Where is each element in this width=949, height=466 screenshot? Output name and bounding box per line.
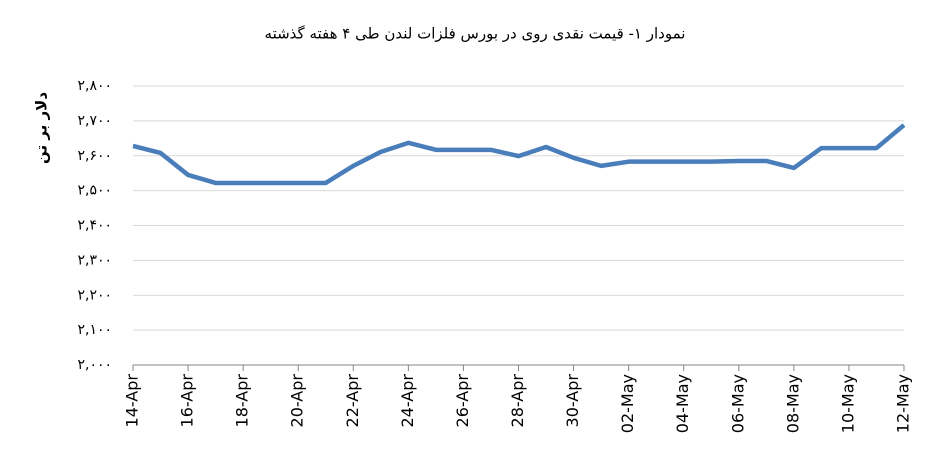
x-tick-label: 22-Apr (343, 374, 362, 428)
y-tick-label: ۲,۵۰۰ (77, 183, 112, 199)
x-tick-label: 08-May (783, 374, 802, 433)
x-tick-label: 16-Apr (178, 374, 197, 428)
x-tick-label: 28-Apr (508, 374, 527, 428)
x-tick-label: 14-Apr (123, 374, 142, 428)
x-tick-label: 04-May (673, 374, 692, 433)
x-tick-label: 02-May (618, 374, 637, 433)
x-tick-label: 24-Apr (398, 374, 417, 428)
chart-title: نمودار ۱- قیمت نقدی روی در بورس فلزات لن… (265, 25, 686, 43)
y-tick-label: ۲,۸۰۰ (77, 78, 112, 94)
y-tick-label: ۲,۶۰۰ (77, 148, 112, 164)
x-tick-label: 30-Apr (563, 374, 582, 428)
y-tick-label: ۲,۰۰۰ (77, 357, 112, 373)
y-tick-label: ۲,۴۰۰ (77, 218, 112, 234)
y-axis-label: دلار بر تن (33, 92, 51, 164)
y-tick-label: ۲,۱۰۰ (77, 322, 112, 338)
y-tick-label: ۲,۷۰۰ (77, 113, 112, 129)
x-tick-label: 12-May (894, 374, 913, 433)
y-tick-label: ۲,۲۰۰ (77, 287, 112, 303)
x-tick-label: 20-Apr (288, 374, 307, 428)
y-tick-label: ۲,۳۰۰ (77, 252, 112, 268)
x-tick-label: 18-Apr (233, 374, 252, 428)
line (132, 123, 906, 186)
x-tick-label: 06-May (728, 374, 747, 433)
x-tick-label: 10-May (838, 374, 857, 433)
x-tick-label: 26-Apr (453, 374, 472, 428)
